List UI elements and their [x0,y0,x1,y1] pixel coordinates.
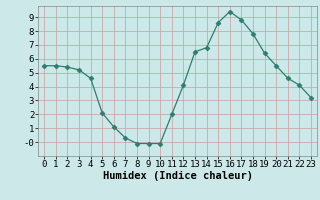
X-axis label: Humidex (Indice chaleur): Humidex (Indice chaleur) [103,171,252,181]
